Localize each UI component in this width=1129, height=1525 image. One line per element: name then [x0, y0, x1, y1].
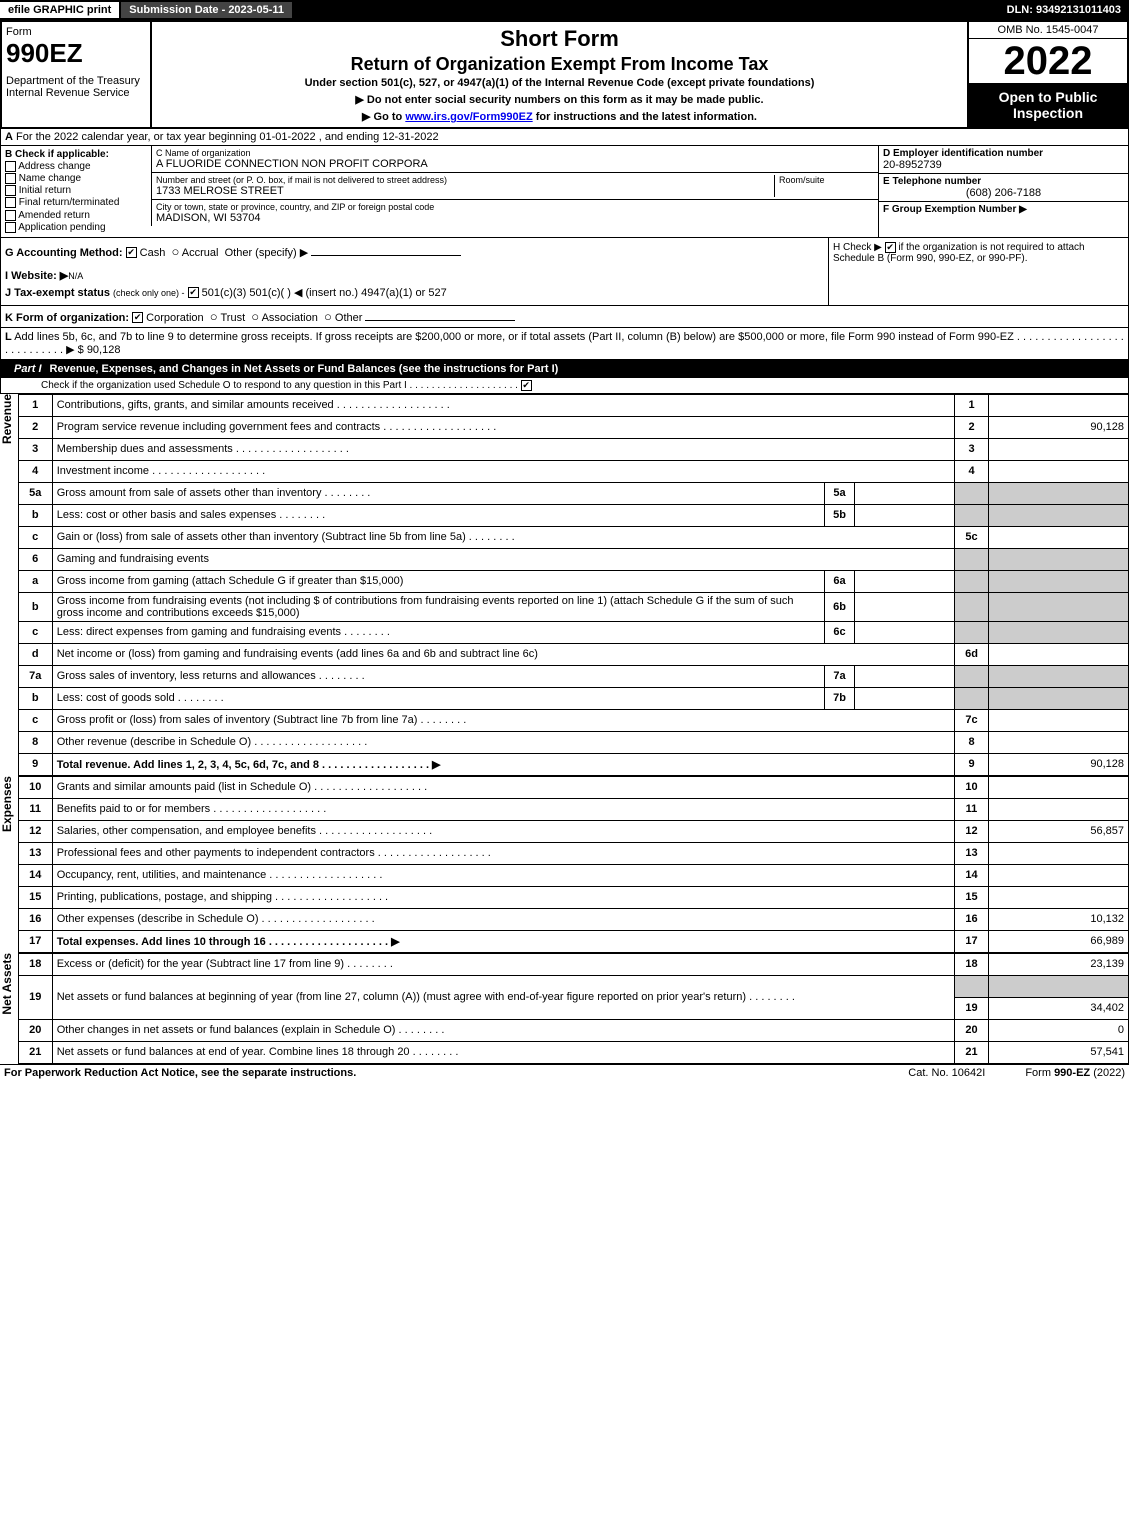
- catalog-number: Cat. No. 10642I: [868, 1067, 1025, 1079]
- line-17-value: 66,989: [989, 930, 1129, 952]
- chk-address-change[interactable]: Address change: [5, 161, 147, 172]
- form-number: 990EZ: [6, 38, 146, 69]
- open-to-public: Open to Public Inspection: [969, 83, 1127, 127]
- telephone: (608) 206-7188: [883, 187, 1124, 199]
- block-g-h-i-j: G Accounting Method: Cash ○ Accrual Othe…: [0, 238, 1129, 306]
- chk-amended-return[interactable]: Amended return: [5, 210, 147, 221]
- chk-initial-return[interactable]: Initial return: [5, 185, 147, 196]
- page-footer: For Paperwork Reduction Act Notice, see …: [0, 1064, 1129, 1081]
- tax-year: 2022: [969, 39, 1127, 83]
- block-b-c-d-e-f: B Check if applicable: Address change Na…: [0, 146, 1129, 238]
- city-state-zip: MADISON, WI 53704: [156, 212, 874, 224]
- line-21-value: 57,541: [989, 1041, 1129, 1063]
- line-l: L Add lines 5b, 6c, and 7b to line 9 to …: [0, 328, 1129, 360]
- line-18-value: 23,139: [989, 953, 1129, 975]
- chk-application-pending[interactable]: Application pending: [5, 222, 147, 233]
- line-2-value: 90,128: [989, 416, 1129, 438]
- line-g: G Accounting Method: Cash ○ Accrual Othe…: [5, 244, 824, 259]
- submission-date: Submission Date - 2023-05-11: [119, 0, 294, 20]
- line-j: J Tax-exempt status (check only one) - 5…: [5, 286, 824, 299]
- ein: 20-8952739: [883, 159, 1124, 171]
- box-d-e-f: D Employer identification number 20-8952…: [878, 146, 1128, 237]
- line-a: A For the 2022 calendar year, or tax yea…: [0, 129, 1129, 146]
- chk-schedule-b[interactable]: [885, 242, 896, 253]
- group-exemption: F Group Exemption Number ▶: [883, 204, 1124, 215]
- line-20-value: 0: [989, 1019, 1129, 1041]
- netassets-table: 18Excess or (deficit) for the year (Subt…: [18, 953, 1129, 1064]
- chk-cash[interactable]: [126, 247, 137, 258]
- netassets-side-label: Net Assets: [0, 953, 18, 1064]
- form-title-2: Return of Organization Exempt From Incom…: [156, 54, 963, 75]
- form-title-1: Short Form: [156, 26, 963, 52]
- irs-link[interactable]: www.irs.gov/Form990EZ: [405, 111, 532, 123]
- line-16-value: 10,132: [989, 908, 1129, 930]
- revenue-table: 1Contributions, gifts, grants, and simil…: [18, 394, 1129, 776]
- dln-label: DLN: 93492131011403: [999, 2, 1129, 18]
- line-19-value: 34,402: [989, 997, 1129, 1019]
- goto-instructions: ▶ Go to www.irs.gov/Form990EZ for instru…: [156, 110, 963, 123]
- box-b: B Check if applicable: Address change Na…: [1, 146, 151, 237]
- ssn-warning: ▶ Do not enter social security numbers o…: [156, 93, 963, 106]
- chk-name-change[interactable]: Name change: [5, 173, 147, 184]
- part-1-header: Part I Revenue, Expenses, and Changes in…: [0, 360, 1129, 378]
- form-word: Form: [6, 26, 146, 38]
- part-1-check: Check if the organization used Schedule …: [0, 378, 1129, 394]
- line-i: I Website: ▶N/A: [5, 269, 824, 282]
- efile-label: efile GRAPHIC print: [0, 2, 119, 18]
- revenue-side-label: Revenue: [0, 394, 18, 776]
- org-name: A FLUORIDE CONNECTION NON PROFIT CORPORA: [156, 158, 874, 170]
- expenses-table: 10Grants and similar amounts paid (list …: [18, 776, 1129, 953]
- street-address: 1733 MELROSE STREET: [156, 185, 774, 197]
- chk-corporation[interactable]: [132, 312, 143, 323]
- omb-number: OMB No. 1545-0047: [969, 22, 1127, 39]
- chk-final-return[interactable]: Final return/terminated: [5, 197, 147, 208]
- form-header: Form 990EZ Department of the Treasury In…: [0, 20, 1129, 129]
- top-bar: efile GRAPHIC print Submission Date - 20…: [0, 0, 1129, 20]
- line-h: H Check ▶ if the organization is not req…: [828, 238, 1128, 305]
- chk-501c3[interactable]: [188, 287, 199, 298]
- under-section: Under section 501(c), 527, or 4947(a)(1)…: [156, 77, 963, 89]
- expenses-side-label: Expenses: [0, 776, 18, 953]
- box-c: C Name of organization A FLUORIDE CONNEC…: [151, 146, 878, 237]
- department: Department of the Treasury Internal Reve…: [6, 75, 146, 99]
- line-k: K Form of organization: Corporation ○ Tr…: [0, 306, 1129, 328]
- line-12-value: 56,857: [989, 820, 1129, 842]
- chk-schedule-o[interactable]: [521, 380, 532, 391]
- line-9-value: 90,128: [989, 753, 1129, 775]
